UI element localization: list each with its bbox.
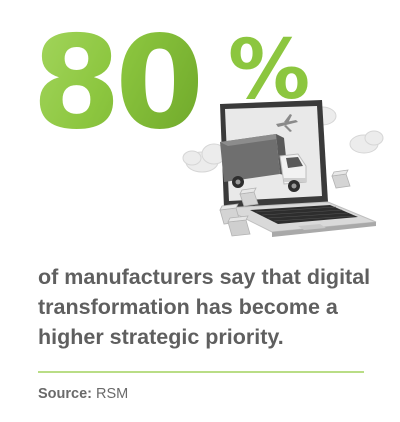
divider <box>38 371 364 373</box>
package-box-icon <box>219 203 251 237</box>
stat-number: 80 <box>32 9 204 158</box>
source-value: RSM <box>96 386 129 402</box>
stat-percent-sign: % <box>228 23 311 118</box>
source-label: Source: <box>38 386 92 402</box>
hero-section: 80 % <box>32 9 384 237</box>
package-box-icon <box>239 187 259 207</box>
cloud-icon <box>349 130 384 154</box>
airplane-icon <box>276 114 298 132</box>
laptop-truck-illustration <box>182 100 384 237</box>
headline-text: of manufacturers say that digital transf… <box>38 265 371 349</box>
delivery-truck-icon <box>220 134 307 192</box>
cloud-icon <box>182 143 227 173</box>
source-line: Source: RSM <box>38 386 128 402</box>
package-box-icon <box>331 169 351 189</box>
